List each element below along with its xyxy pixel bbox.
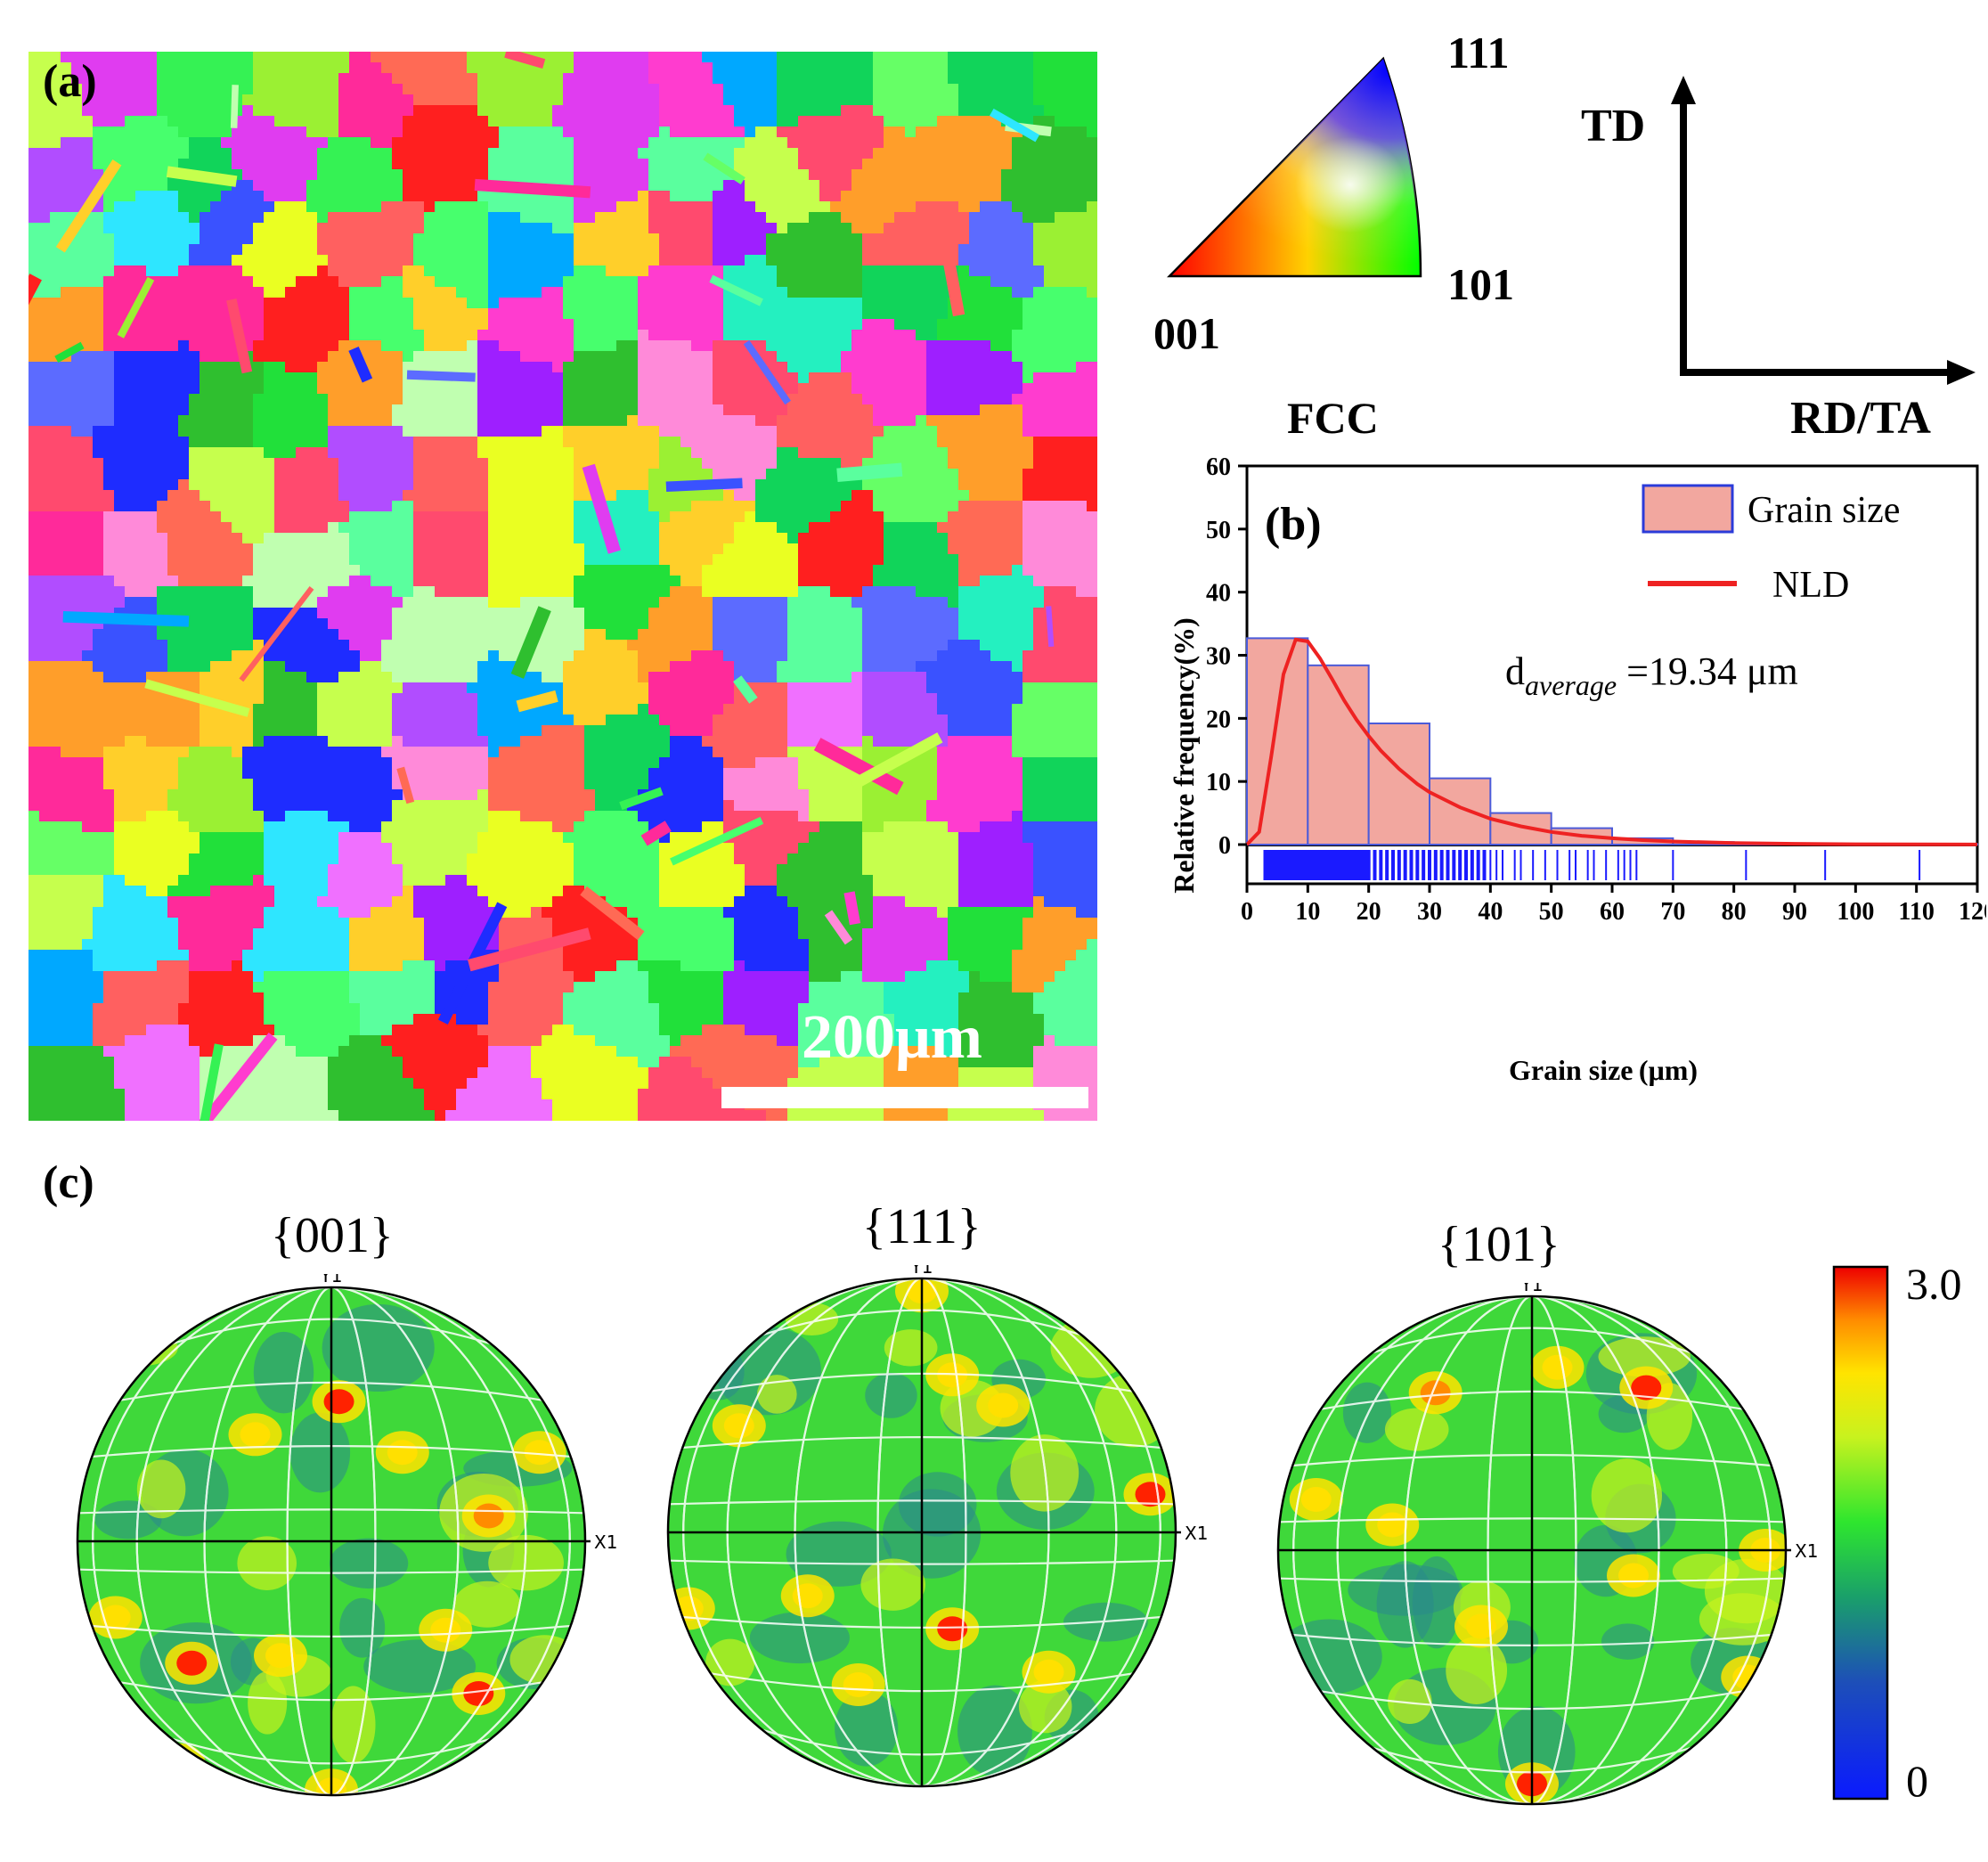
- y-tick-label: 60: [1206, 453, 1231, 481]
- ebsd-orientation-map: [29, 52, 1097, 1121]
- y-tick-label: 0: [1218, 832, 1231, 860]
- pole-figure-111: Y1 X1: [666, 1265, 1208, 1788]
- x-tick-label: 120: [1959, 898, 1986, 926]
- texture-maximum-core: [1542, 1354, 1573, 1380]
- colorbar-max-label: 3.0: [1906, 1259, 1962, 1309]
- annotation-subscript: average: [1525, 669, 1617, 701]
- y-tick-label: 30: [1206, 643, 1231, 671]
- pole-figure-101: Y1 X1: [1276, 1283, 1818, 1806]
- histogram-bar: [1246, 637, 1309, 845]
- legend-grain-size-swatch: [1642, 484, 1734, 534]
- x-tick-label: 40: [1478, 898, 1503, 926]
- ipf-label-001: 001: [1153, 308, 1220, 358]
- ebsd-grains: [29, 52, 1097, 1121]
- x-tick-label: 90: [1782, 898, 1807, 926]
- texture-maximum-core: [843, 1672, 874, 1697]
- x-tick-label: 50: [1539, 898, 1564, 926]
- y-tick-label: 40: [1206, 580, 1231, 608]
- legend-nld-label: NLD: [1772, 565, 1849, 606]
- sample-axes: [1671, 76, 1976, 385]
- intensity-colorbar: [1832, 1265, 1889, 1801]
- x-tick-label: 0: [1241, 898, 1253, 926]
- average-grain-size-annotation: daverage =19.34 μm: [1505, 649, 1798, 701]
- texture-maximum-core: [164, 1752, 194, 1777]
- texture-maximum-core: [387, 1440, 418, 1466]
- histogram-bar: [1367, 723, 1431, 845]
- annotation-d: d: [1505, 649, 1525, 693]
- panel-c-label: (c): [43, 1157, 94, 1208]
- texture-maximum-core: [100, 1605, 131, 1630]
- ebsd-grain-mosaic: [29, 52, 1097, 1121]
- texture-maximum-core: [1618, 1563, 1649, 1588]
- crystal-structure-label: FCC: [1287, 393, 1379, 443]
- texture-maximum-core: [1377, 1512, 1408, 1538]
- ipf-label-111: 111: [1447, 28, 1510, 78]
- x-tick-label: 110: [1898, 898, 1934, 926]
- annotation-value: =19.34 μm: [1617, 649, 1798, 693]
- y-tick-label: 50: [1206, 517, 1231, 544]
- panel-b-label: (b): [1265, 499, 1322, 550]
- texture-maximum-core: [1631, 1375, 1662, 1401]
- texture-maximum-core: [176, 1650, 208, 1676]
- texture-maximum-core: [988, 1392, 1019, 1418]
- scale-bar: [721, 1087, 1088, 1108]
- texture-maximum: [152, 1743, 206, 1786]
- ipf-color-triangle: [1167, 56, 1422, 278]
- histogram-bar: [1429, 777, 1492, 845]
- x-tick-label: 60: [1600, 898, 1625, 926]
- y1-axis-label: Y1: [1520, 1283, 1544, 1295]
- y1-axis-label: Y1: [320, 1274, 343, 1286]
- x-axis-label: Grain size (μm): [1509, 1054, 1698, 1086]
- ipf-label-101: 101: [1447, 259, 1514, 309]
- texture-maximum-core: [1466, 1613, 1496, 1639]
- pole-figure-001: Y1 X1: [76, 1274, 617, 1797]
- x-tick-label: 70: [1660, 898, 1685, 926]
- grain-size-histogram: 0 10 20 30 40 50 60 0 10 20 30 40 50 60 70 80 90 100 110 12…: [1168, 453, 1986, 1086]
- pf-title-001: {001}: [271, 1208, 394, 1263]
- scale-bar-label: 200μm: [802, 1003, 982, 1072]
- rd-ta-label: RD/TA: [1790, 393, 1931, 444]
- texture-maximum-core: [1033, 1659, 1064, 1685]
- td-label: TD: [1581, 101, 1646, 151]
- y1-axis-label: Y1: [910, 1265, 933, 1278]
- y-tick-label: 10: [1206, 769, 1231, 796]
- texture-maximum-core: [430, 1617, 461, 1643]
- pf-title-101: {101}: [1438, 1217, 1560, 1272]
- x-tick-label: 10: [1295, 898, 1320, 926]
- texture-maximum-core: [1300, 1487, 1332, 1512]
- texture-maximum-core: [265, 1643, 296, 1669]
- panel-a-label: (a): [43, 56, 97, 107]
- texture-maximum-core: [473, 1503, 504, 1529]
- y-tick-label: 20: [1206, 706, 1231, 733]
- rd-arrowhead: [1947, 360, 1976, 385]
- x1-axis-label: X1: [594, 1531, 617, 1553]
- texture-maximum-core: [323, 1389, 354, 1415]
- texture-maximum-core: [1420, 1380, 1451, 1406]
- x1-axis-label: X1: [1795, 1540, 1818, 1562]
- td-arrowhead: [1671, 76, 1696, 104]
- legend-grain-size-label: Grain size: [1748, 490, 1900, 531]
- x-tick-label: 20: [1357, 898, 1381, 926]
- x-tick-label: 80: [1722, 898, 1747, 926]
- texture-maximum-core: [937, 1616, 968, 1642]
- x-tick-label: 100: [1837, 898, 1874, 926]
- texture-maximum-core: [723, 1413, 754, 1439]
- colorbar-min-label: 0: [1906, 1756, 1928, 1806]
- x1-axis-label: X1: [1185, 1523, 1208, 1544]
- texture-maximum-core: [524, 1440, 555, 1466]
- texture-maximum-core: [463, 1681, 494, 1706]
- nld-fit-curve: [1245, 637, 1978, 846]
- texture-maximum-core: [240, 1422, 271, 1448]
- y-axis-label: Relative frequency(%): [1168, 617, 1200, 894]
- pf-title-111: {111}: [862, 1199, 982, 1254]
- x-tick-label: 30: [1417, 898, 1442, 926]
